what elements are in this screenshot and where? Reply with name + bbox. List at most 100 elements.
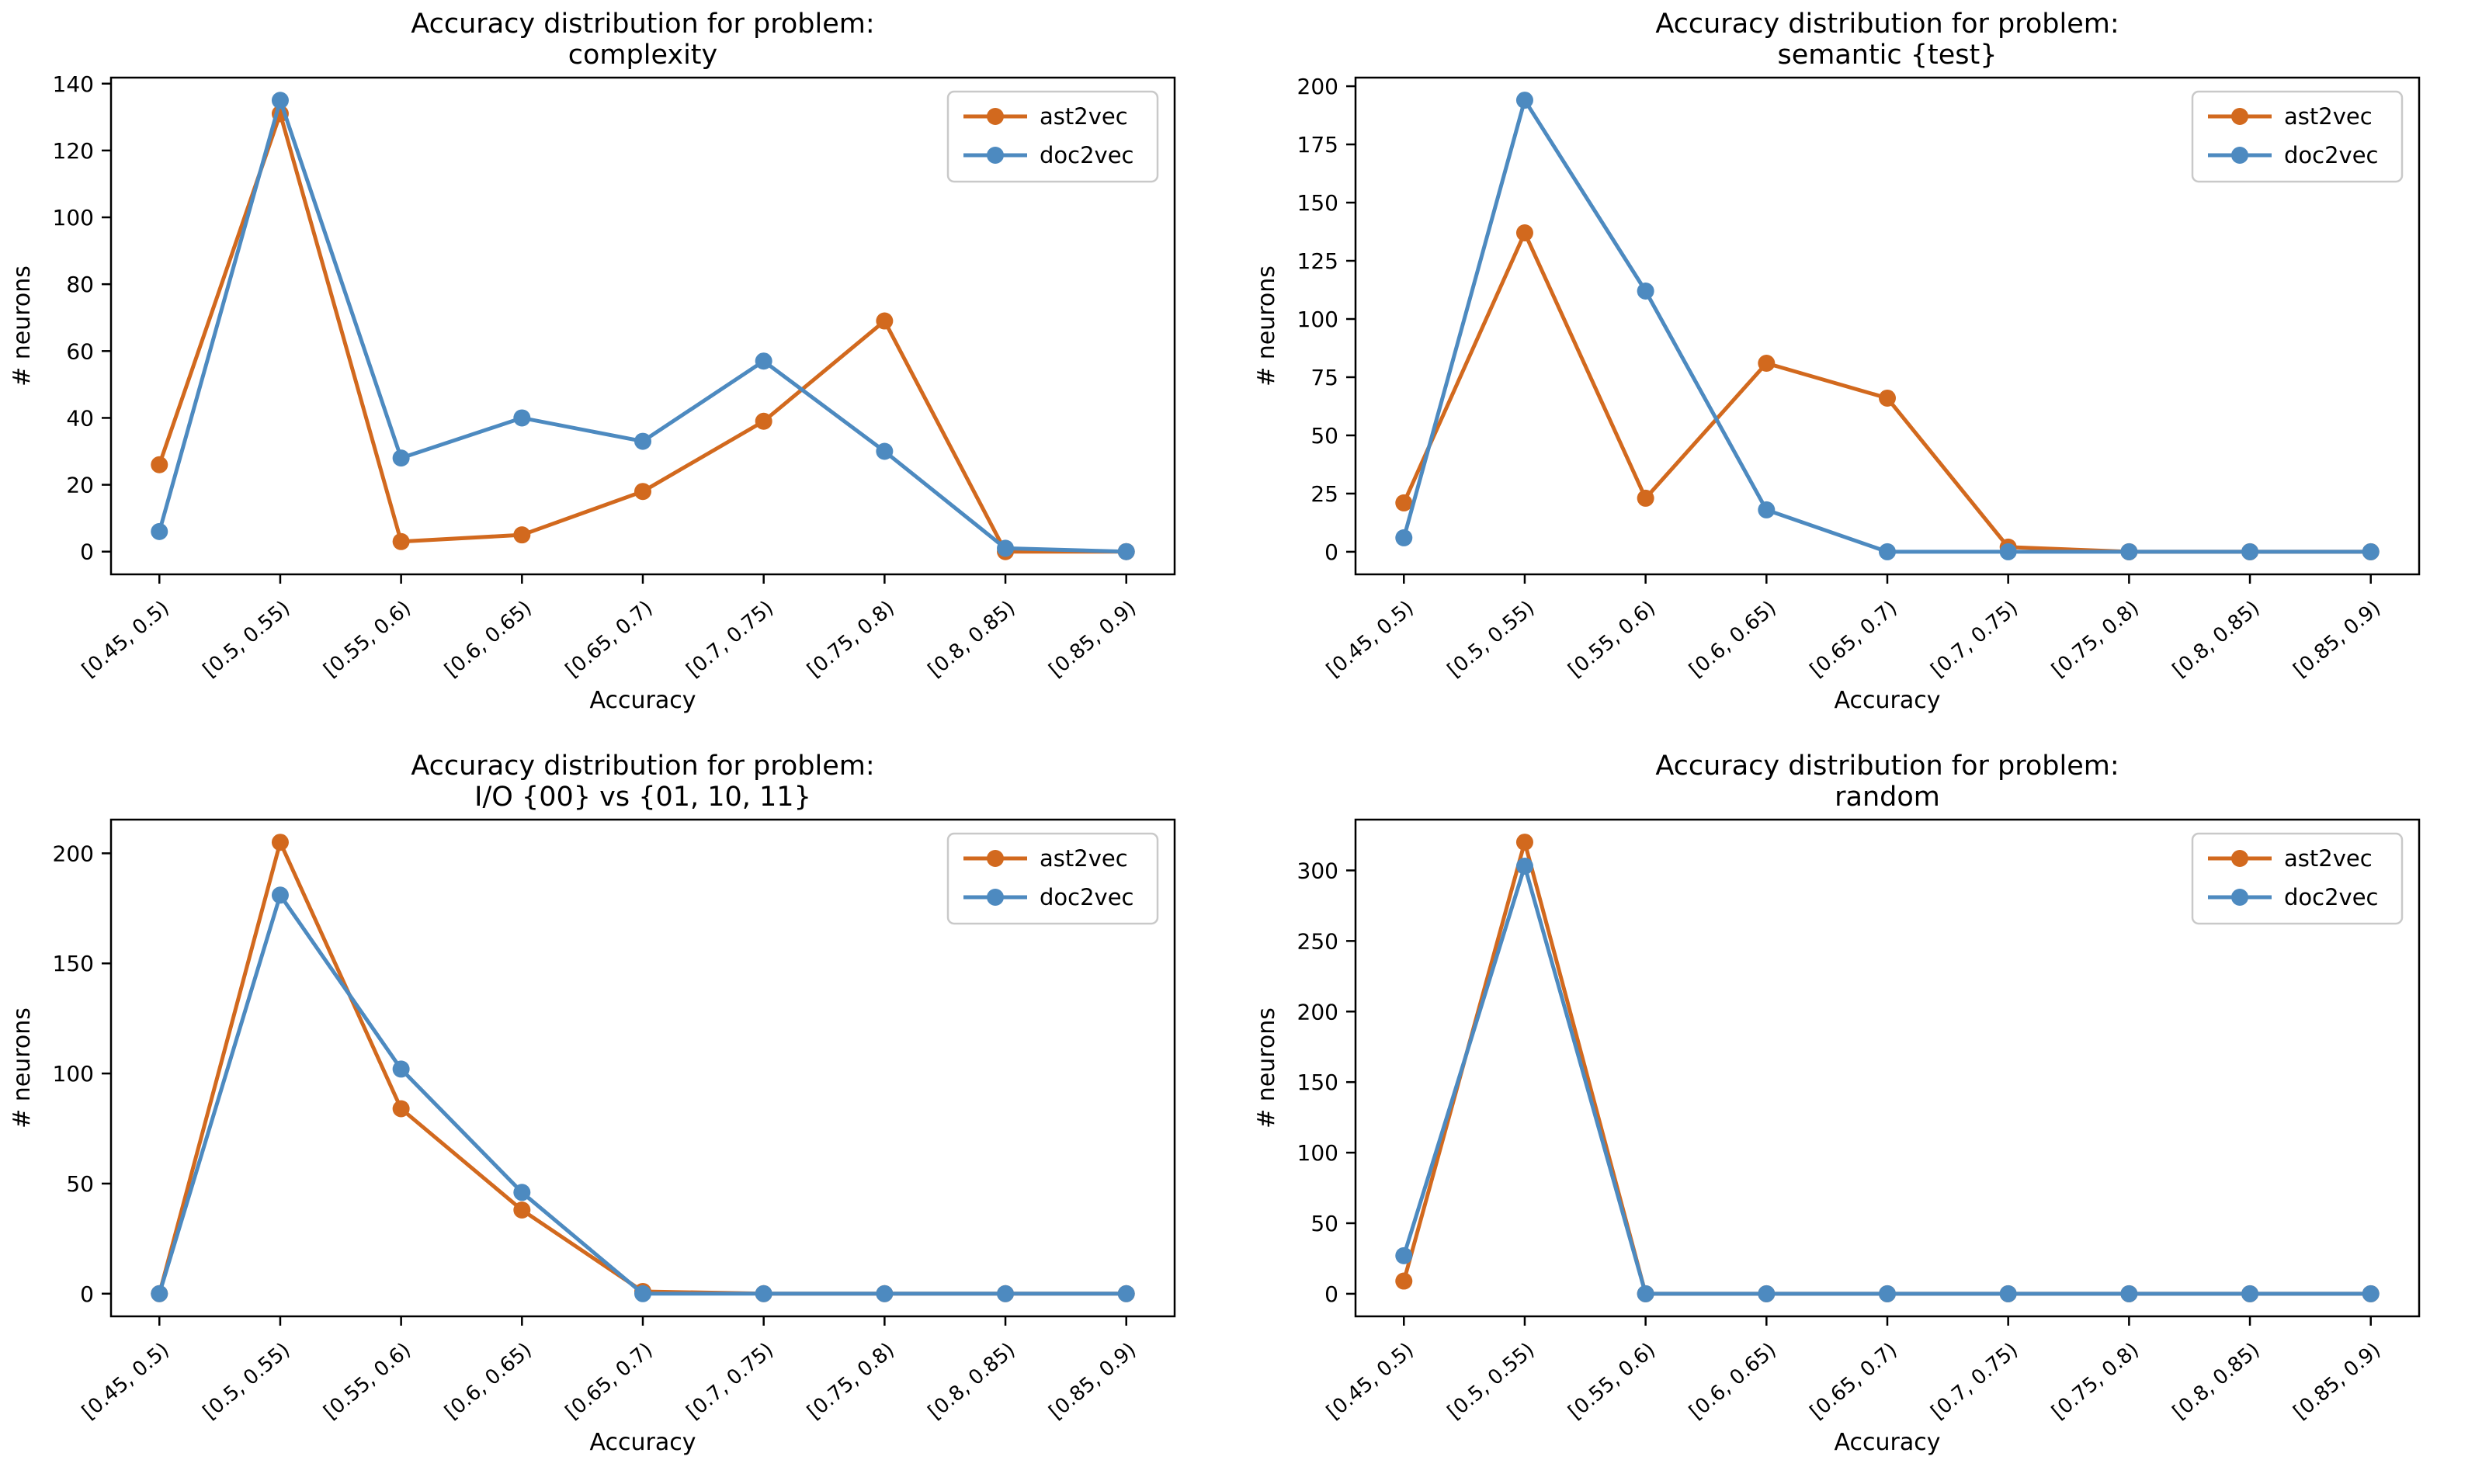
series-marker-doc2vec: [1637, 1285, 1654, 1302]
series-marker-doc2vec: [2120, 1285, 2138, 1302]
chart-title: Accuracy distribution for problem:: [411, 751, 874, 782]
x-tick-label: [0.85, 0.9): [2289, 596, 2386, 681]
x-tick-label: [0.6, 0.65): [1685, 596, 1781, 681]
series-marker-doc2vec: [2362, 1285, 2380, 1302]
chart-subtitle: random: [1835, 782, 1940, 813]
y-tick-label: 50: [1310, 423, 1338, 449]
series-marker-ast2vec: [1879, 389, 1896, 407]
chart-subtitle: complexity: [568, 40, 717, 71]
x-tick-label: [0.5, 0.55): [1443, 1338, 1540, 1423]
chart-io-00-vs-01-10-11: Accuracy distribution for problem: I/O {0…: [0, 742, 1244, 1484]
x-tick-label: [0.5, 0.55): [199, 596, 295, 681]
y-tick-label: 50: [66, 1171, 94, 1197]
series-marker-doc2vec: [151, 522, 168, 540]
series-marker-doc2vec: [1999, 1285, 2017, 1302]
x-tick-label: [0.6, 0.65): [1685, 1338, 1781, 1423]
series-marker-doc2vec: [392, 1060, 410, 1078]
series-marker-doc2vec: [1637, 283, 1654, 300]
chart-complexity-canvas: Accuracy distribution for problem:comple…: [9, 9, 1176, 714]
legend-label-ast2vec: ast2vec: [1040, 845, 1128, 872]
x-axis-label: Accuracy: [590, 687, 696, 714]
y-tick-label: 75: [1310, 365, 1338, 390]
x-tick-label: [0.85, 0.9): [1045, 596, 1141, 681]
y-tick-label: 250: [1297, 928, 1338, 954]
y-axis-label: # neurons: [1253, 265, 1280, 387]
series-marker-ast2vec: [151, 456, 168, 473]
legend-label-ast2vec: ast2vec: [1040, 103, 1128, 130]
series-marker-doc2vec: [1117, 1285, 1135, 1302]
y-tick-label: 175: [1297, 132, 1338, 158]
x-tick-label: [0.7, 0.75): [682, 596, 779, 681]
series-marker-doc2vec: [2362, 543, 2380, 560]
x-tick-label: [0.8, 0.85): [2168, 596, 2265, 681]
series-marker-ast2vec: [634, 483, 651, 501]
x-tick-label: [0.55, 0.6): [1564, 596, 1661, 681]
x-tick-label: [0.6, 0.65): [440, 1338, 536, 1423]
chart-semantic-test-canvas: Accuracy distribution for problem:semant…: [1253, 9, 2421, 714]
series-marker-ast2vec: [1395, 1272, 1413, 1290]
y-tick-label: 150: [1297, 1070, 1338, 1095]
series-marker-ast2vec: [271, 834, 289, 851]
x-tick-label: [0.75, 0.8): [2047, 1338, 2144, 1423]
x-tick-label: [0.75, 0.8): [2047, 596, 2144, 681]
chart-title: Accuracy distribution for problem:: [1655, 9, 2119, 40]
x-tick-label: [0.75, 0.8): [803, 596, 899, 681]
y-tick-label: 0: [1324, 1281, 1338, 1307]
series-marker-doc2vec: [634, 432, 651, 450]
legend-label-doc2vec: doc2vec: [1040, 884, 1134, 910]
legend-marker-ast2vec: [2231, 850, 2248, 867]
chart-random: Accuracy distribution for problem: random…: [1244, 742, 2489, 1484]
chart-title: Accuracy distribution for problem:: [1655, 751, 2119, 782]
series-marker-doc2vec: [876, 442, 894, 460]
chart-complexity: Accuracy distribution for problem: comple…: [0, 0, 1244, 742]
y-tick-label: 80: [66, 272, 94, 297]
x-tick-label: [0.65, 0.7): [1806, 1338, 1902, 1423]
series-marker-doc2vec: [997, 539, 1015, 557]
series-marker-doc2vec: [513, 1184, 531, 1201]
y-tick-label: 0: [80, 1281, 94, 1307]
y-axis-label: # neurons: [1253, 1007, 1280, 1129]
series-marker-ast2vec: [876, 312, 894, 330]
series-marker-doc2vec: [1999, 543, 2017, 560]
series-marker-doc2vec: [876, 1285, 894, 1302]
x-tick-label: [0.55, 0.6): [320, 1338, 416, 1423]
x-tick-label: [0.7, 0.75): [682, 1338, 779, 1423]
x-tick-label: [0.65, 0.7): [561, 1338, 658, 1423]
series-marker-ast2vec: [392, 532, 410, 550]
series-marker-doc2vec: [2241, 1285, 2259, 1302]
series-marker-doc2vec: [2241, 543, 2259, 560]
series-marker-doc2vec: [1758, 1285, 1776, 1302]
series-marker-ast2vec: [755, 412, 772, 430]
x-tick-label: [0.45, 0.5): [78, 596, 174, 681]
y-tick-label: 100: [53, 205, 94, 231]
x-tick-label: [0.85, 0.9): [2289, 1338, 2386, 1423]
series-marker-doc2vec: [1879, 1285, 1896, 1302]
series-marker-doc2vec: [2120, 543, 2138, 560]
chart-subtitle: semantic {test}: [1777, 40, 1997, 71]
series-marker-doc2vec: [755, 352, 772, 370]
series-marker-ast2vec: [1515, 224, 1533, 242]
x-axis-label: Accuracy: [1835, 687, 1941, 714]
y-tick-label: 60: [66, 338, 94, 364]
x-tick-label: [0.5, 0.55): [1443, 596, 1540, 681]
legend-label-doc2vec: doc2vec: [2284, 142, 2379, 168]
y-tick-label: 125: [1297, 248, 1338, 274]
series-marker-ast2vec: [392, 1100, 410, 1118]
legend-marker-ast2vec: [987, 108, 1004, 125]
x-tick-label: [0.65, 0.7): [561, 596, 658, 681]
series-marker-doc2vec: [392, 449, 410, 467]
y-tick-label: 140: [53, 71, 94, 97]
legend-marker-doc2vec: [987, 147, 1004, 164]
series-marker-ast2vec: [1758, 354, 1776, 372]
y-axis-label: # neurons: [9, 1007, 36, 1129]
legend-label-doc2vec: doc2vec: [2284, 884, 2379, 910]
series-marker-doc2vec: [997, 1285, 1015, 1302]
y-tick-label: 50: [1310, 1211, 1338, 1236]
x-tick-label: [0.7, 0.75): [1927, 596, 2023, 681]
y-tick-label: 25: [1310, 481, 1338, 507]
series-marker-doc2vec: [1117, 543, 1135, 560]
series-line-doc2vec: [157, 893, 1126, 1296]
x-tick-label: [0.55, 0.6): [1564, 1338, 1661, 1423]
x-tick-label: [0.75, 0.8): [803, 1338, 899, 1423]
